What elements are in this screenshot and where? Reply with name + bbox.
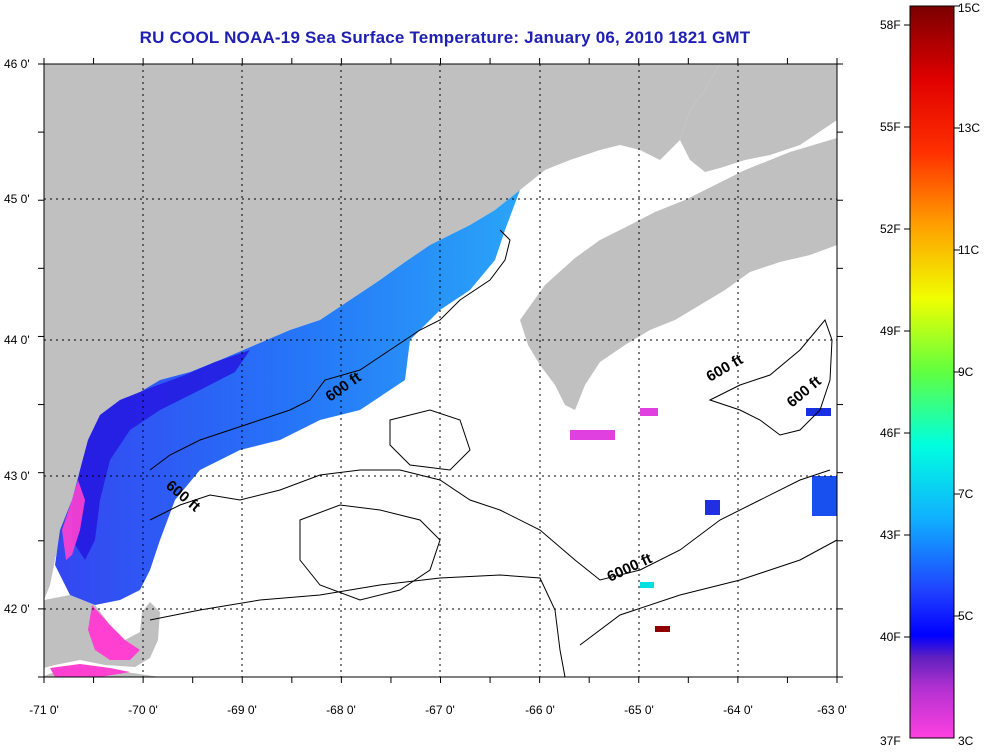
contour-600ft-south xyxy=(149,469,831,581)
sst-patch-ms-1 xyxy=(570,430,615,440)
colorbar-c-label: 13C xyxy=(958,121,980,135)
contour-ne-channel xyxy=(708,319,833,436)
colorbar-c-label: 9C xyxy=(958,365,974,379)
land-nova-scotia xyxy=(520,138,837,410)
map-title: RU COOL NOAA-19 Sea Surface Temperature:… xyxy=(139,28,751,47)
x-tick-label: -70 0' xyxy=(128,703,158,717)
colorbar-f-label: 46F xyxy=(880,426,901,440)
contour-basin-1 xyxy=(299,504,441,601)
x-tick-label: -71 0' xyxy=(29,703,59,717)
colorbar-c-label: 7C xyxy=(958,487,974,501)
sst-patch-cyan xyxy=(640,582,654,588)
x-axis-labels: -71 0' -70 0' -69 0' -68 0' -67 0' -66 0… xyxy=(29,703,847,717)
sst-patch-east-1 xyxy=(812,476,837,516)
colorbar-c-label: 11C xyxy=(958,243,979,257)
colorbar-ticks xyxy=(904,5,960,638)
colorbar-f-label: 58F xyxy=(880,18,901,32)
y-axis-labels: 46 0' 45 0' 44 0' 43 0' 42 0' xyxy=(4,57,30,616)
y-tick-label: 42 0' xyxy=(4,602,30,616)
sst-patch-red xyxy=(655,626,670,632)
colorbar: 58F 55F 52F 49F 46F 43F 40F 37F 15C 13C … xyxy=(880,1,980,748)
x-tick-label: -65 0' xyxy=(624,703,654,717)
colorbar-c-label: 15C xyxy=(958,1,980,15)
land-new-england xyxy=(44,64,720,600)
sst-coverage xyxy=(55,190,520,605)
colorbar-f-label: 52F xyxy=(880,222,901,236)
sst-cape-cod-bay xyxy=(88,605,140,660)
y-tick-label: 45 0' xyxy=(4,192,30,206)
colorbar-gradient xyxy=(909,5,955,739)
colorbar-c-label: 5C xyxy=(958,609,974,623)
colorbar-f-label: 40F xyxy=(880,630,901,644)
colorbar-f-label: 37F xyxy=(880,734,901,748)
x-tick-label: -68 0' xyxy=(326,703,356,717)
sst-patch-ms-2 xyxy=(640,408,658,416)
sst-nantucket-sound xyxy=(50,664,130,677)
colorbar-f-label: 55F xyxy=(880,120,901,134)
x-tick-label: -69 0' xyxy=(227,703,257,717)
land-new-brunswick xyxy=(680,64,837,172)
contour-600ft-west xyxy=(149,229,511,471)
sst-cold-core xyxy=(72,350,250,560)
sst-coldest-fringe xyxy=(62,480,85,560)
x-tick-label: -66 0' xyxy=(525,703,555,717)
x-tick-label: -63 0' xyxy=(817,703,847,717)
y-tick-label: 44 0' xyxy=(4,333,30,347)
contour-basin-2 xyxy=(389,409,471,471)
y-tick-label: 46 0' xyxy=(4,57,30,71)
contour-6000ft xyxy=(149,539,837,677)
grid-lines xyxy=(44,64,837,677)
x-tick-label: -64 0' xyxy=(723,703,753,717)
y-tick-label: 43 0' xyxy=(4,469,30,483)
colorbar-f-label: 49F xyxy=(880,324,901,338)
x-tick-label: -67 0' xyxy=(425,703,455,717)
axis-ticks xyxy=(38,58,843,683)
colorbar-f-label: 43F xyxy=(880,528,901,542)
sst-patch-mid xyxy=(705,500,720,515)
depth-contours xyxy=(149,229,837,677)
colorbar-c-label: 3C xyxy=(958,734,974,748)
